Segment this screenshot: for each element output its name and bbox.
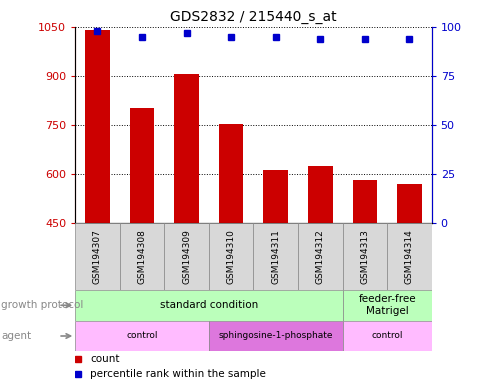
- Bar: [120, 223, 164, 290]
- Bar: [263, 170, 287, 223]
- Bar: [307, 166, 332, 223]
- Bar: [342, 223, 386, 290]
- Bar: [209, 223, 253, 290]
- Text: agent: agent: [1, 331, 31, 341]
- Bar: [75, 223, 120, 290]
- Text: percentile rank within the sample: percentile rank within the sample: [90, 369, 265, 379]
- Text: GSM194312: GSM194312: [315, 229, 324, 284]
- Title: GDS2832 / 215440_s_at: GDS2832 / 215440_s_at: [170, 10, 336, 25]
- Bar: [386, 223, 431, 290]
- Bar: [342, 290, 431, 321]
- Bar: [85, 30, 109, 223]
- Text: sphingosine-1-phosphate: sphingosine-1-phosphate: [218, 331, 332, 341]
- Text: GSM194307: GSM194307: [93, 229, 102, 284]
- Bar: [164, 223, 209, 290]
- Text: feeder-free
Matrigel: feeder-free Matrigel: [358, 295, 415, 316]
- Bar: [297, 223, 342, 290]
- Text: GSM194310: GSM194310: [226, 229, 235, 284]
- Text: GSM194313: GSM194313: [360, 229, 368, 284]
- Bar: [75, 321, 209, 351]
- Text: GSM194308: GSM194308: [137, 229, 146, 284]
- Text: growth protocol: growth protocol: [1, 300, 83, 310]
- Text: count: count: [90, 354, 120, 364]
- Bar: [209, 321, 342, 351]
- Text: standard condition: standard condition: [159, 300, 257, 310]
- Text: GSM194311: GSM194311: [271, 229, 280, 284]
- Bar: [75, 290, 342, 321]
- Text: GSM194314: GSM194314: [404, 229, 413, 284]
- Bar: [130, 108, 154, 223]
- Text: control: control: [126, 331, 157, 341]
- Text: control: control: [371, 331, 402, 341]
- Bar: [218, 124, 243, 223]
- Bar: [174, 74, 198, 223]
- Bar: [396, 184, 421, 223]
- Text: GSM194309: GSM194309: [182, 229, 191, 284]
- Bar: [253, 223, 297, 290]
- Bar: [342, 321, 431, 351]
- Bar: [352, 180, 376, 223]
